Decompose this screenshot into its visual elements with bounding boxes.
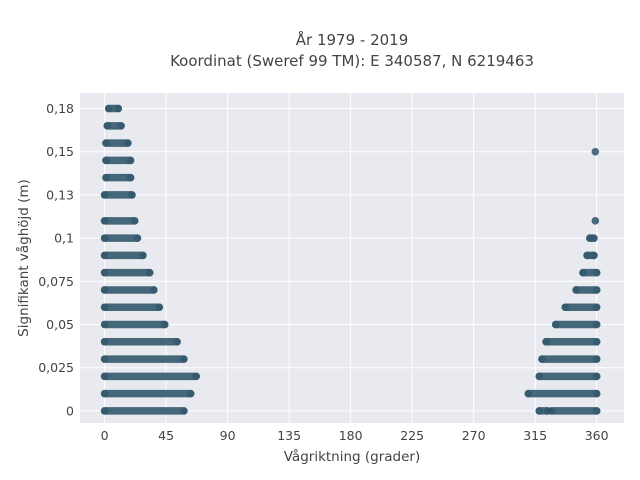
data-point [591,217,600,225]
data-point [592,303,601,312]
data-point [160,320,169,329]
x-tick-label: 270 [462,428,486,443]
y-tick-label: 0 [66,403,74,418]
data-point [535,407,544,415]
data-point [586,234,594,242]
chart-title-line-1: År 1979 - 2019 [296,30,409,49]
data-point [535,372,544,381]
data-point [592,337,601,346]
data-point [128,191,136,199]
data-point [592,389,601,398]
data-point [155,303,164,312]
data-point [590,251,598,260]
y-tick-label: 0,1 [54,231,74,246]
data-point [547,407,556,415]
data-point [100,407,109,415]
x-tick-label: 90 [220,428,236,443]
chart-title-line-2: Koordinat (Sweref 99 TM): E 340587, N 62… [170,52,534,70]
data-point [126,156,135,165]
data-point [102,139,110,147]
data-point [186,389,195,398]
data-point [117,122,125,130]
data-point [124,139,132,147]
data-point [524,389,533,398]
data-point [173,337,181,346]
data-point [538,355,546,363]
x-tick-label: 315 [523,428,547,443]
data-point [572,286,580,294]
data-point [579,268,587,277]
data-point [592,407,601,415]
data-point [104,104,113,113]
data-point [100,372,109,381]
data-point [145,268,154,277]
data-point [150,286,158,294]
data-point [592,268,601,277]
data-point [100,320,109,329]
gridlines [80,93,624,423]
data-point [130,217,139,225]
y-axis-ticks: 0 0,025 0,05 0,075 0,1 0,13 0,15 0,18 [38,101,74,418]
data-point [180,355,188,363]
data-point [103,122,112,130]
data-point [592,355,601,363]
y-tick-label: 0,15 [46,144,74,159]
data-point [133,234,142,242]
chart-title: År 1979 - 2019 Koordinat (Sweref 99 TM):… [170,30,534,70]
data-point [100,303,109,312]
data-point [114,104,123,113]
y-tick-label: 0,13 [46,187,74,202]
y-tick-label: 0,18 [46,101,74,116]
data-point [100,251,109,260]
data-point [100,234,109,242]
x-tick-label: 360 [585,428,609,443]
data-point [592,372,601,381]
x-tick-label: 45 [158,428,174,443]
data-point [100,389,109,398]
x-tick-label: 135 [277,428,301,443]
x-tick-label: 0 [101,428,109,443]
data-point [100,191,109,199]
x-axis-ticks: 0 45 90 135 180 225 270 315 360 [101,428,609,443]
data-point [591,147,600,156]
data-point [551,320,560,329]
data-point [100,268,109,277]
data-point [592,320,601,329]
data-point [102,173,110,182]
data-point [100,217,109,225]
data-point [100,286,109,294]
data-point [561,303,570,312]
x-tick-label: 225 [400,428,424,443]
data-point [126,173,135,182]
data-point [192,372,200,381]
y-tick-label: 0,05 [46,317,74,332]
data-point [100,355,109,363]
data-points [100,104,601,415]
x-tick-label: 180 [339,428,363,443]
y-tick-label: 0,025 [38,360,74,375]
data-point [542,337,550,346]
data-point [139,251,147,260]
data-point [583,251,591,260]
data-point [100,337,109,346]
data-point [102,156,110,165]
x-axis-title: Vågriktning (grader) [284,448,421,465]
data-point [592,286,601,294]
y-tick-label: 0,075 [38,274,74,289]
data-point [180,407,188,415]
y-axis-title: Signifikant våghöjd (m) [15,179,32,337]
